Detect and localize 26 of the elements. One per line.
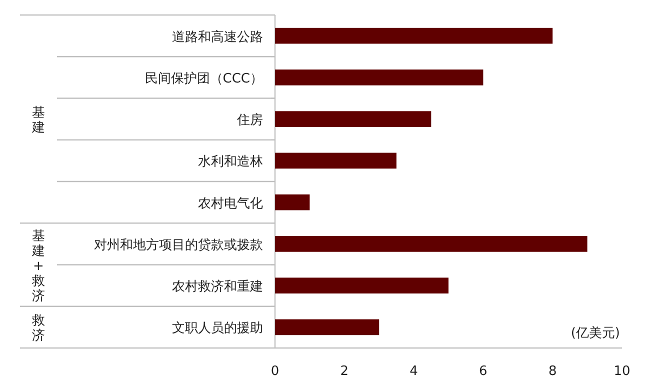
y-tick-label: 农村救济和重建 xyxy=(172,280,263,295)
bar xyxy=(275,236,588,252)
text: 救济 xyxy=(31,314,45,344)
y-tick-label: 对州和地方项目的贷款或拨款 xyxy=(94,236,263,253)
bar xyxy=(275,70,484,86)
bar xyxy=(275,319,380,336)
y-tick-label: 住房 xyxy=(236,112,263,128)
y-tick-label: 民间保护团（CCC） xyxy=(144,71,263,86)
x-tick-label: 8 xyxy=(548,364,557,379)
x-tick-label: 2 xyxy=(340,364,349,379)
bar xyxy=(275,28,553,44)
bar xyxy=(275,194,310,210)
bar xyxy=(275,278,448,294)
text: 基建 xyxy=(31,106,45,136)
y-tick-label: 文职人员的援助 xyxy=(172,321,263,336)
x-tick-label: 10 xyxy=(614,364,630,379)
y-tick-label: 水利和造林 xyxy=(198,154,263,170)
x-tick-label: 0 xyxy=(270,364,280,379)
y-tick-label: 农村电气化 xyxy=(198,196,263,212)
x-axis-title: (亿美元) xyxy=(570,325,620,341)
x-tick-label: 4 xyxy=(410,364,418,379)
text: 基建+救济 xyxy=(31,228,45,304)
bar xyxy=(275,152,396,169)
x-tick-label: 6 xyxy=(479,364,488,379)
bar xyxy=(275,111,432,127)
y-tick-label: 道路和高速公路 xyxy=(172,28,263,45)
